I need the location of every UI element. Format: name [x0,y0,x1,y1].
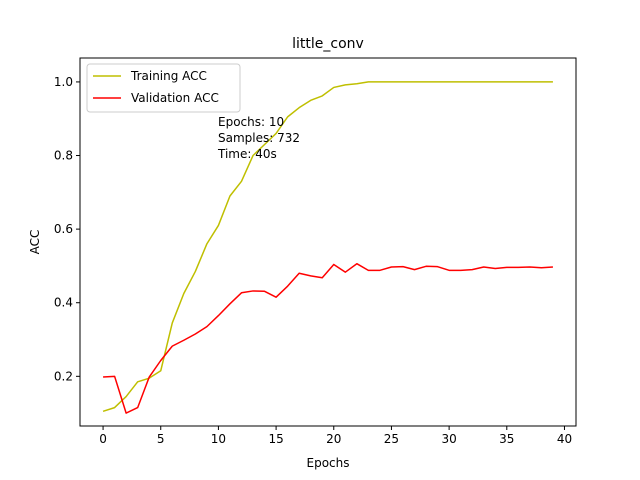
x-tick-label: 20 [326,432,341,446]
x-tick-label: 5 [157,432,165,446]
series-line-validation-acc [103,262,553,414]
legend: Training ACC Validation ACC [86,63,241,113]
y-tick-label: 0.4 [54,296,73,310]
x-tick-label: 10 [211,432,226,446]
x-tick-label: 15 [268,432,283,446]
y-tick-label: 0.6 [54,222,73,236]
x-tick-label: 35 [499,432,514,446]
x-tick-label: 0 [99,432,107,446]
x-tick-label: 25 [384,432,399,446]
legend-label-training: Training ACC [130,69,207,83]
series-line-training-acc [102,81,553,412]
ticks-layer: 0 5 10 15 20 25 30 35 40 0.2 0.4 0.6 0.8 1.0 [54,75,572,446]
y-tick-label: 1.0 [54,75,73,89]
series-layer [102,81,553,414]
x-tick-label: 40 [557,432,572,446]
annotation-epochs: Epochs: 10 [218,115,284,129]
x-tick-label: 30 [441,432,456,446]
annotation-time: Time: 40s [217,147,277,161]
y-tick-label: 0.8 [54,149,73,163]
chart-title: little_conv [292,36,364,52]
legend-label-validation: Validation ACC [131,91,219,105]
plot-frame [79,57,577,427]
annotation-samples: Samples: 732 [218,131,300,145]
x-axis-label: Epochs [307,456,350,470]
y-axis-label: ACC [28,230,42,255]
legend-box [86,63,241,113]
annotation-block: Epochs: 10 Samples: 732 Time: 40s [217,115,300,161]
y-tick-label: 0.2 [54,369,73,383]
